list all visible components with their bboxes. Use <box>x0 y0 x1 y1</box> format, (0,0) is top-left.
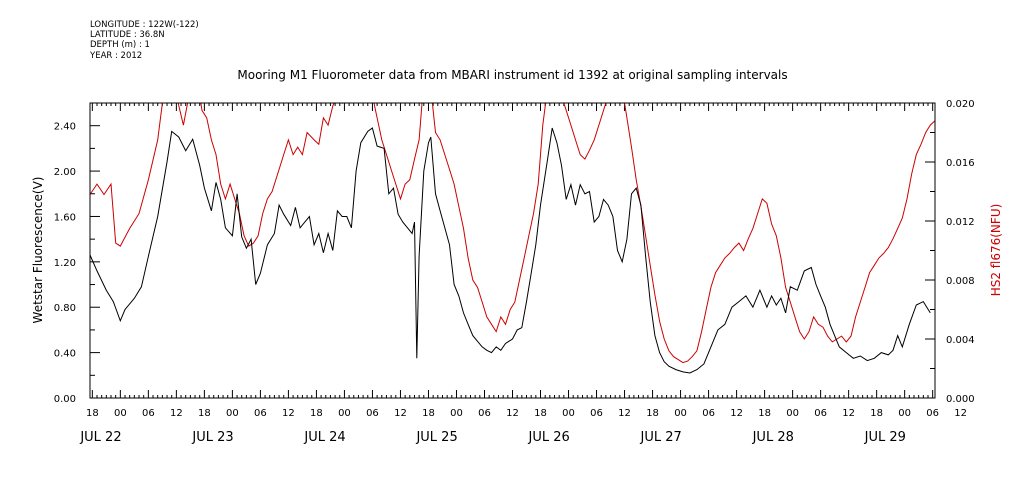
left-y-tick-label: 2.40 <box>54 122 76 133</box>
latitude-label: LATITUDE : 36.8N <box>90 30 165 41</box>
depth-label: DEPTH (m) : 1 <box>90 40 150 51</box>
x-hour-label: 00 <box>226 408 239 419</box>
x-hour-label: 00 <box>786 408 799 419</box>
x-hour-label: 12 <box>170 408 183 419</box>
right-y-tick-label: 0.020 <box>946 99 975 110</box>
x-hour-label: 18 <box>870 408 883 419</box>
x-day-label: JUL 28 <box>752 430 794 445</box>
right-y-tick-label: 0.004 <box>946 335 975 346</box>
x-hour-label: 00 <box>898 408 911 419</box>
x-hour-label: 06 <box>814 408 827 419</box>
x-day-label: JUL 27 <box>640 430 682 445</box>
x-hour-label: 12 <box>506 408 519 419</box>
year-label: YEAR : 2012 <box>90 50 143 61</box>
metadata-block: LONGITUDE : 122W(-122) LATITUDE : 36.8N … <box>90 20 199 61</box>
x-hour-label: 06 <box>478 408 491 419</box>
x-hour-label: 18 <box>86 408 99 419</box>
left-y-tick-label: 0.00 <box>54 394 76 405</box>
longitude-label: LONGITUDE : 122W(-122) <box>90 20 199 30</box>
x-hour-label: 18 <box>198 408 211 419</box>
left-y-tick-label: 0.40 <box>54 349 76 360</box>
x-hour-label: 06 <box>702 408 715 419</box>
series-line-hs2 <box>90 103 935 364</box>
x-hour-label: 18 <box>534 408 547 419</box>
x-day-label: JUL 26 <box>528 430 570 445</box>
x-day-label: JUL 23 <box>191 430 233 445</box>
x-hour-label: 12 <box>394 408 407 419</box>
plot-frame <box>89 102 936 399</box>
x-hour-label: 12 <box>282 408 295 419</box>
right-y-tick-label: 0.012 <box>946 217 975 228</box>
x-hour-label: 12 <box>954 408 967 419</box>
x-hour-label: 06 <box>590 408 603 419</box>
x-hour-label: 06 <box>254 408 267 419</box>
x-day-label: JUL 29 <box>864 430 906 445</box>
x-hour-label: 00 <box>562 408 575 419</box>
x-hour-label: 00 <box>674 408 687 419</box>
series-line-wetstar <box>90 127 931 374</box>
x-hour-label: 12 <box>842 408 855 419</box>
right-axis-label: HS2 fl676(NFU) <box>989 204 1003 297</box>
x-hour-label: 12 <box>618 408 631 419</box>
x-day-label: JUL 22 <box>79 430 121 445</box>
x-hour-label: 06 <box>366 408 379 419</box>
x-hour-label: 00 <box>338 408 351 419</box>
x-hour-label: 18 <box>422 408 435 419</box>
x-hour-label: 18 <box>758 408 771 419</box>
chart-title: Mooring M1 Fluorometer data from MBARI i… <box>237 68 788 82</box>
left-y-tick-label: 1.60 <box>54 212 76 223</box>
x-day-label: JUL 24 <box>303 430 345 445</box>
x-hour-label: 18 <box>310 408 323 419</box>
x-hour-label: 06 <box>142 408 155 419</box>
x-day-label: JUL 25 <box>415 430 457 445</box>
left-y-tick-label: 0.80 <box>54 303 76 314</box>
x-hour-label: 00 <box>114 408 127 419</box>
right-y-tick-label: 0.008 <box>946 276 975 287</box>
x-hour-label: 12 <box>730 408 743 419</box>
left-y-tick-label: 2.00 <box>54 167 76 178</box>
right-y-tick-label: 0.000 <box>946 394 975 405</box>
left-y-tick-label: 1.20 <box>54 258 76 269</box>
x-hour-label: 18 <box>646 408 659 419</box>
right-y-tick-label: 0.016 <box>946 158 975 169</box>
x-hour-label: 06 <box>926 408 939 419</box>
left-axis-label: Wetstar Fluorescence(V) <box>31 177 45 324</box>
x-hour-label: 00 <box>450 408 463 419</box>
